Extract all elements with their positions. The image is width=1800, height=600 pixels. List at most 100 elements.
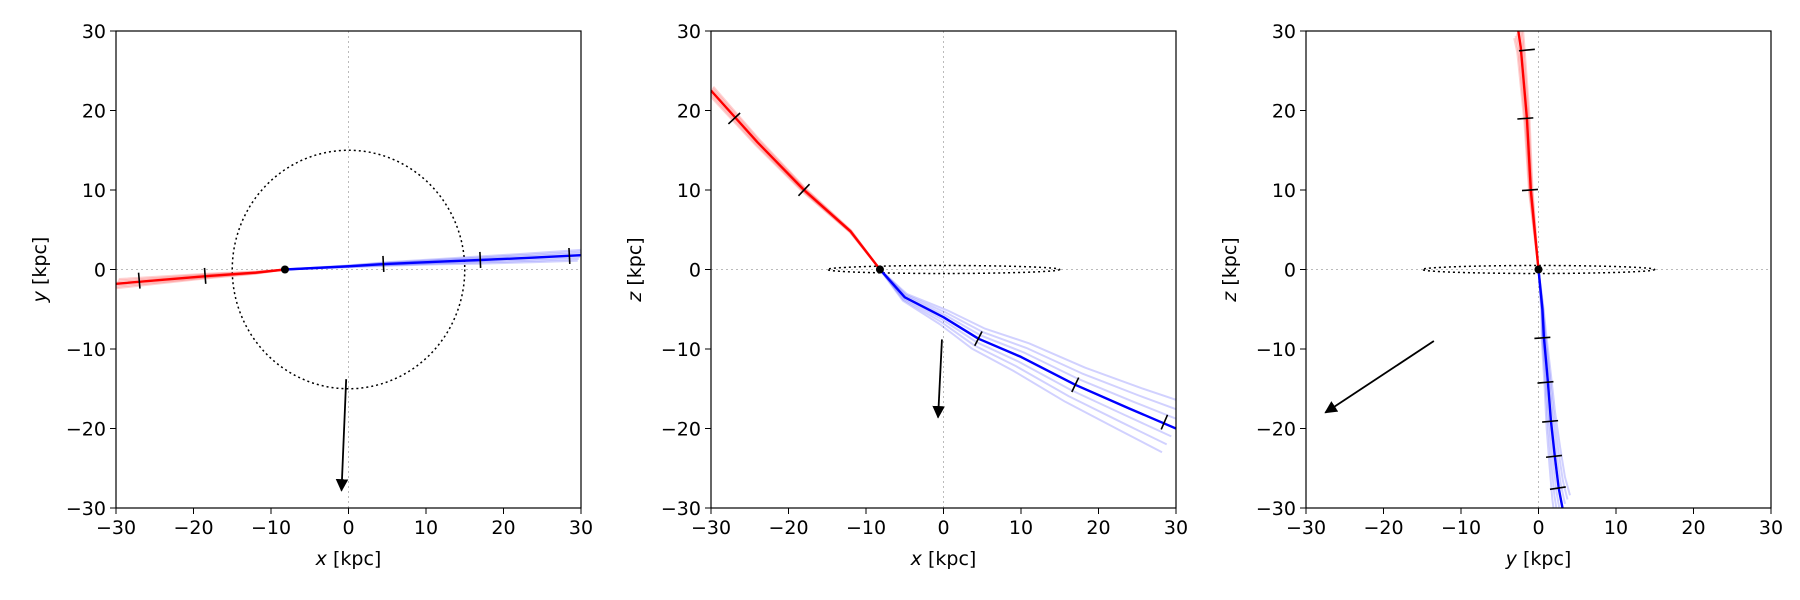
current-position-point [1534,265,1543,274]
y-tick-label: 0 [94,260,106,282]
future-orbit-track-sample [1537,269,1571,496]
panel-yz: −30 −20 −10 0 10 20 30 −30 −20 −10 0 10 20 30 y [kpc… [1219,21,1783,570]
future-orbit-track-sample [879,268,1163,454]
panel-xz: −30 −20 −10 0 10 20 30 −30 −20 −10 0 10 20 30 x [kpc… [624,21,1188,570]
past-time-marker [1518,48,1535,52]
velocity-arrow [1324,340,1435,414]
panel-xy: −30 −20 −10 0 10 20 30 −30 −20 −10 0 10 20 30 x [kpc… [29,21,593,570]
velocity-arrow [932,339,945,419]
y-tick-label: 10 [1272,180,1296,202]
panel-overlay [1324,48,1566,491]
y-tick-label: −30 [66,498,106,520]
x-tick-label: 20 [1086,517,1110,539]
y-axis-label: z [kpc] [624,237,646,302]
x-axis-label: x [kpc] [910,548,977,570]
past-orbit-track [1517,31,1540,270]
x-tick-label: −30 [96,517,136,539]
x-tick-label: −30 [1286,517,1326,539]
future-orbit-track [1537,269,1564,508]
future-time-marker [479,251,482,268]
y-tick-label: −30 [661,498,701,520]
future-time-marker [1537,380,1554,384]
x-tick-label: −20 [1363,517,1403,539]
x-tick-label: 20 [491,517,515,539]
x-tick-label: −10 [251,517,291,539]
y-tick-label: 30 [82,21,106,43]
y-tick-label: −10 [66,339,106,361]
y-axis-label: z [kpc] [1219,237,1241,302]
x-tick-label: 30 [569,517,593,539]
future-orbit-track-sample [879,268,1168,446]
y-tick-label: 10 [82,180,106,202]
x-axis-ticks: −30 −20 −10 0 10 20 30 [96,508,593,539]
y-tick-label: −10 [1256,339,1296,361]
past-time-marker [137,272,141,289]
x-tick-label: 30 [1759,517,1783,539]
y-tick-label: 0 [689,260,701,282]
x-tick-label: −10 [1441,517,1481,539]
future-orbit-track-sample [879,268,1176,420]
y-tick-label: 20 [1272,101,1296,123]
future-time-marker [568,247,571,265]
x-tick-label: 0 [1532,517,1544,539]
future-time-marker [1534,336,1551,340]
future-time-marker [1160,414,1169,430]
past-orbit-track [116,268,286,285]
orbit-tracks [1306,31,1771,508]
future-orbit-track [879,268,1176,430]
orbit-tracks [116,31,581,508]
y-tick-label: 20 [677,101,701,123]
galactic-disk-outline [826,264,1061,275]
x-tick-label: 10 [414,517,438,539]
y-tick-label: −20 [661,419,701,441]
galactic-disk-outline [231,149,466,390]
x-tick-label: −20 [173,517,213,539]
velocity-arrow [335,379,349,492]
x-tick-label: 10 [1009,517,1033,539]
past-time-marker [797,183,811,197]
orbit-tracks [711,31,1176,508]
x-axis-ticks: −30 −20 −10 0 10 20 30 [1286,508,1783,539]
y-axis-label: y [kpc] [29,237,51,304]
future-orbit-track-sample [879,268,1172,438]
future-orbit-track-sample [879,268,1176,401]
x-tick-label: 0 [937,517,949,539]
future-time-marker [1549,486,1566,491]
x-tick-label: 30 [1164,517,1188,539]
y-tick-label: 0 [1284,260,1296,282]
past-orbit-track-sample [1522,31,1540,270]
x-tick-label: 0 [342,517,354,539]
future-time-marker [1542,419,1559,423]
y-axis-ticks: −30 −20 −10 0 10 20 30 [661,21,711,520]
x-tick-label: −30 [691,517,731,539]
future-time-marker [1545,454,1563,459]
past-time-marker [727,112,741,125]
x-tick-label: 20 [1681,517,1705,539]
future-orbit-track [284,254,581,271]
y-tick-label: 30 [677,21,701,43]
y-tick-label: 30 [1272,21,1296,43]
x-tick-label: −20 [768,517,808,539]
current-position-point [875,265,884,274]
future-time-marker [1071,377,1080,393]
y-tick-label: −20 [1256,419,1296,441]
past-time-marker [1521,188,1539,192]
y-tick-label: 10 [677,180,701,202]
y-tick-label: −30 [1256,498,1296,520]
panel-overlay [727,112,1169,430]
x-tick-label: 10 [1604,517,1628,539]
y-axis-ticks: −30 −20 −10 0 10 20 30 [66,21,116,520]
x-axis-label: y [kpc] [1505,548,1572,570]
current-position-point [280,265,289,274]
x-axis-ticks: −30 −20 −10 0 10 20 30 [691,508,1188,539]
y-tick-label: −10 [661,339,701,361]
future-time-marker [382,255,385,272]
y-tick-label: −20 [66,419,106,441]
x-tick-label: −10 [846,517,886,539]
past-time-marker [203,267,207,284]
y-axis-ticks: −30 −20 −10 0 10 20 30 [1256,21,1306,520]
future-time-marker [974,331,983,347]
future-orbit-track-sample [1537,269,1555,508]
x-axis-label: x [kpc] [315,548,382,570]
